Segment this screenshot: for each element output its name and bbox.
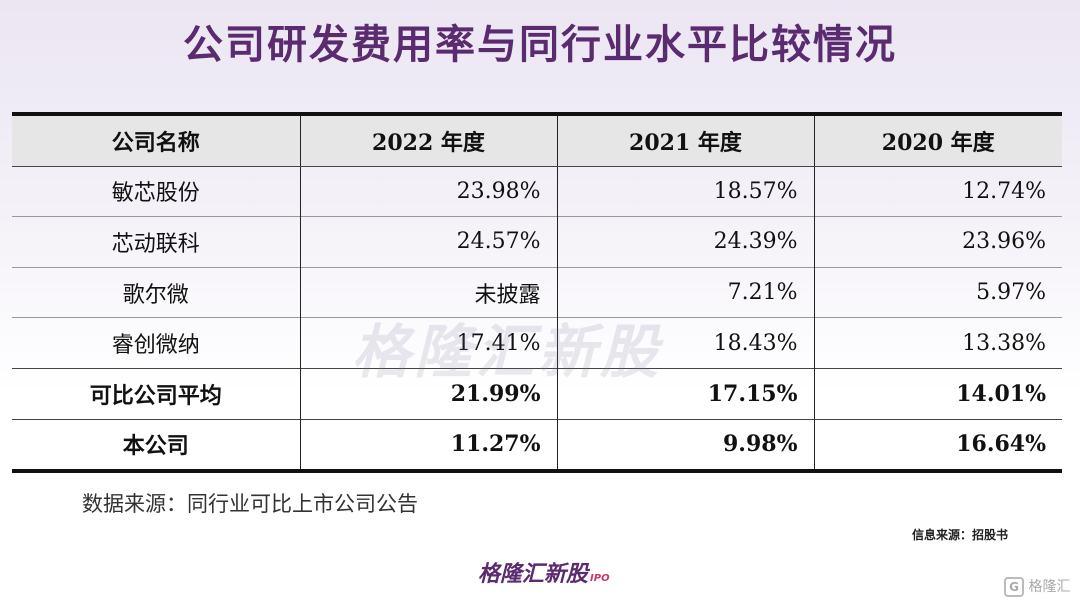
brand-logo: 格隆汇新股 IPO xyxy=(478,556,610,588)
source-note: 数据来源：同行业可比上市公司公告 xyxy=(82,492,418,516)
value-2020: 13.38% xyxy=(813,317,1062,369)
brand-logo-suffix: IPO xyxy=(590,573,610,584)
value-2021: 7.21% xyxy=(556,266,814,318)
corner-brand-text: 格隆汇 xyxy=(1028,579,1071,595)
value-2021: 24.39% xyxy=(556,216,814,268)
brand-logo-text: 格隆汇新股 xyxy=(478,562,589,587)
value-2021: 9.98% xyxy=(556,418,814,470)
header-2020: 2020 年度 xyxy=(813,116,1062,167)
value-2021: 18.43% xyxy=(556,317,814,369)
value-2022: 11.27% xyxy=(299,418,557,470)
table-row: 睿创微纳 17.41% 18.43% 13.38% xyxy=(12,317,1062,369)
company-name: 敏芯股份 xyxy=(12,165,300,217)
header-company: 公司名称 xyxy=(12,116,300,167)
table-row: 歌尔微 未披露 7.21% 5.97% xyxy=(12,266,1062,318)
value-2020: 23.96% xyxy=(813,216,1062,268)
value-2020: 5.97% xyxy=(813,266,1062,318)
header-2021: 2021 年度 xyxy=(556,116,814,167)
value-2022: 21.99% xyxy=(299,367,557,420)
info-source: 信息来源：招股书 xyxy=(912,528,1009,542)
company-name: 芯动联科 xyxy=(12,216,300,268)
value-2020: 16.64% xyxy=(813,418,1062,470)
value-2022: 23.98% xyxy=(299,165,557,217)
company-name: 歌尔微 xyxy=(12,266,300,318)
value-2022: 未披露 xyxy=(299,266,557,318)
table-row: 敏芯股份 23.98% 18.57% 12.74% xyxy=(12,165,1062,217)
table-header-row: 公司名称 2022 年度 2021 年度 2020 年度 xyxy=(12,116,1062,167)
value-2020: 12.74% xyxy=(813,165,1062,217)
table-row-average: 可比公司平均 21.99% 17.15% 14.01% xyxy=(12,367,1062,420)
value-2022: 24.57% xyxy=(299,216,557,268)
corner-brand: G 格隆汇 xyxy=(1004,576,1070,597)
company-name: 可比公司平均 xyxy=(12,367,300,420)
value-2020: 14.01% xyxy=(813,367,1062,420)
brand-icon: G xyxy=(1004,577,1024,597)
company-name: 本公司 xyxy=(12,418,300,470)
page-title: 公司研发费用率与同行业水平比较情况 xyxy=(183,22,897,68)
header-2022: 2022 年度 xyxy=(299,116,557,167)
value-2021: 17.15% xyxy=(556,367,814,420)
company-name: 睿创微纳 xyxy=(12,317,300,369)
comparison-table: 公司名称 2022 年度 2021 年度 2020 年度 敏芯股份 23.98%… xyxy=(12,112,1062,474)
value-2021: 18.57% xyxy=(556,165,814,217)
table-row: 芯动联科 24.57% 24.39% 23.96% xyxy=(12,216,1062,268)
value-2022: 17.41% xyxy=(299,317,557,369)
table-row-self: 本公司 11.27% 9.98% 16.64% xyxy=(12,418,1062,470)
